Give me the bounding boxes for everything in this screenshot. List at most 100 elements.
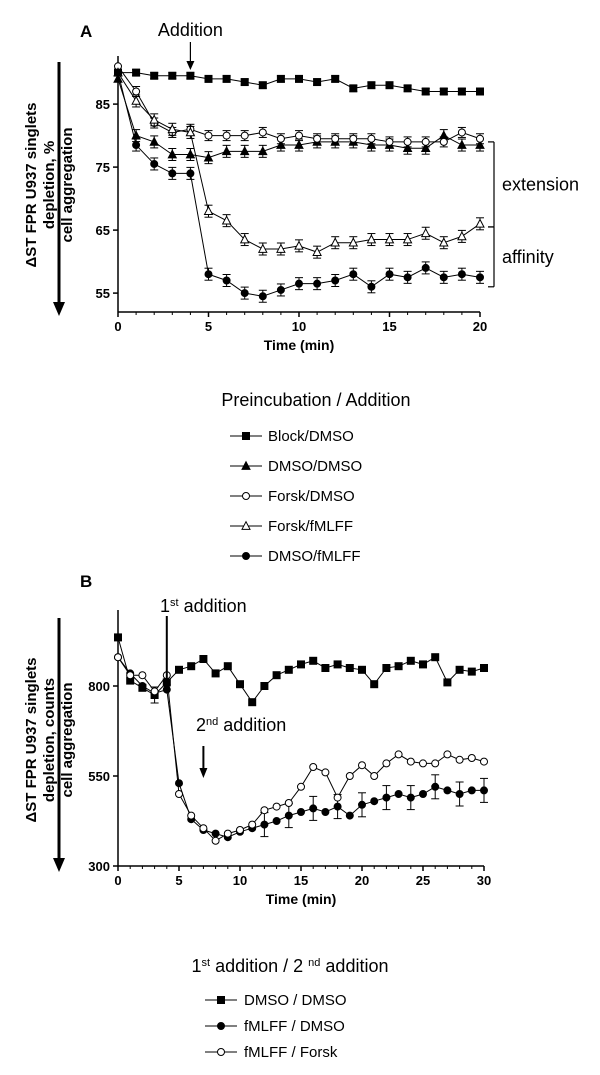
data-point-5 <box>476 273 484 282</box>
x-tick-label: 5 <box>205 319 212 334</box>
data-point-5 <box>240 289 249 298</box>
data-point-1 <box>132 68 141 77</box>
data-point-4 <box>221 215 232 225</box>
data-point-4 <box>312 246 322 256</box>
data-point-1 <box>297 660 305 669</box>
x-axis-label: Time (min) <box>266 891 337 907</box>
data-point-5 <box>331 276 340 285</box>
data-point-5 <box>168 169 177 178</box>
data-point-5 <box>403 273 412 282</box>
text-part: addition <box>218 715 286 735</box>
y-axis-label-line: cell aggregation <box>59 682 76 797</box>
data-point-5 <box>150 159 159 168</box>
x-tick-label: 0 <box>114 319 121 334</box>
data-point-2 <box>406 793 415 802</box>
data-point-3 <box>406 757 415 766</box>
data-point-3 <box>358 761 366 770</box>
text-part: st <box>170 597 179 609</box>
data-point-1 <box>204 74 213 83</box>
first-addition-arrow-head <box>162 684 171 694</box>
data-point-1 <box>313 78 322 87</box>
data-point-3 <box>187 811 196 820</box>
x-axis-label: Time (min) <box>264 337 335 353</box>
legend-label-2: DMSO/DMSO <box>268 458 362 475</box>
data-point-3 <box>175 790 183 798</box>
data-point-2 <box>203 152 214 162</box>
data-point-3 <box>138 671 147 680</box>
data-point-5 <box>276 285 285 294</box>
x-tick-label: 20 <box>355 873 369 888</box>
data-point-2 <box>221 145 232 156</box>
data-point-1 <box>186 71 195 80</box>
data-point-3 <box>370 772 379 780</box>
data-point-5 <box>222 276 231 285</box>
panel-b-legend: 1st addition / 2 nd addition DMSO / DMSO f… <box>192 956 389 1061</box>
x-tick-label: 10 <box>292 319 306 334</box>
data-point-5 <box>421 263 430 272</box>
data-point-2 <box>394 790 403 798</box>
data-point-1 <box>258 81 267 90</box>
data-point-2 <box>211 829 220 838</box>
data-point-1 <box>455 665 464 674</box>
panel-letter: B <box>80 572 92 591</box>
panel-a-chart: A 0 5 10 15 20 55 65 75 85 Time (min) ΔST FPR U937 … <box>23 20 579 353</box>
addition-label: Addition <box>158 20 223 40</box>
data-point-2 <box>167 149 178 159</box>
data-point-3 <box>150 687 159 696</box>
legend-label-1: DMSO / DMSO <box>244 992 347 1009</box>
legend-marker-4 <box>241 520 251 530</box>
data-point-3 <box>204 131 213 140</box>
x-tick-label: 30 <box>477 873 491 888</box>
bracket-label-affinity: affinity <box>502 247 554 267</box>
data-point-2 <box>239 145 250 156</box>
data-point-2 <box>257 145 268 156</box>
data-point-3 <box>455 755 464 764</box>
data-point-2 <box>284 811 293 820</box>
data-point-5 <box>258 292 267 301</box>
data-point-3 <box>260 806 269 815</box>
data-point-1 <box>333 660 342 669</box>
data-point-2 <box>276 139 286 149</box>
data-point-3 <box>240 131 249 140</box>
legend-marker-1 <box>217 996 225 1004</box>
data-point-3 <box>439 137 448 146</box>
data-point-2 <box>309 804 318 813</box>
x-tick-label: 25 <box>416 873 430 888</box>
data-point-2 <box>294 139 304 149</box>
data-point-5 <box>349 270 358 279</box>
text-part: nd <box>206 716 218 728</box>
data-point-1 <box>248 698 257 707</box>
data-point-5 <box>457 270 466 279</box>
data-point-2 <box>402 142 413 153</box>
x-tick-label: 0 <box>114 873 121 888</box>
data-point-2 <box>321 808 330 816</box>
data-point-1 <box>236 680 244 689</box>
data-point-5 <box>313 279 322 288</box>
data-point-1 <box>199 655 208 663</box>
data-point-3 <box>248 820 257 829</box>
data-point-3 <box>394 750 403 759</box>
y-axis-label: ΔST FPR U937 singlets depletion, counts ce… <box>23 658 76 823</box>
data-point-4 <box>203 205 214 216</box>
data-point-2 <box>149 136 160 146</box>
data-point-3 <box>276 134 285 143</box>
text-part: nd <box>308 957 320 969</box>
data-point-1 <box>406 656 415 665</box>
data-point-3 <box>443 750 452 759</box>
data-point-4 <box>475 218 485 228</box>
addition-arrow-head <box>186 61 195 70</box>
text-part: addition <box>179 596 247 616</box>
data-point-4 <box>402 234 413 244</box>
data-point-1 <box>476 87 484 96</box>
data-point-1 <box>385 81 394 90</box>
data-point-2 <box>480 786 488 795</box>
data-point-1 <box>345 664 354 672</box>
x-tick-label: 15 <box>294 873 308 888</box>
data-point-4 <box>294 240 304 250</box>
data-point-3 <box>272 802 281 811</box>
data-point-5 <box>132 141 141 150</box>
data-point-3 <box>321 768 330 777</box>
data-point-1 <box>295 74 303 83</box>
data-point-3 <box>236 826 244 834</box>
data-point-1 <box>358 665 366 674</box>
